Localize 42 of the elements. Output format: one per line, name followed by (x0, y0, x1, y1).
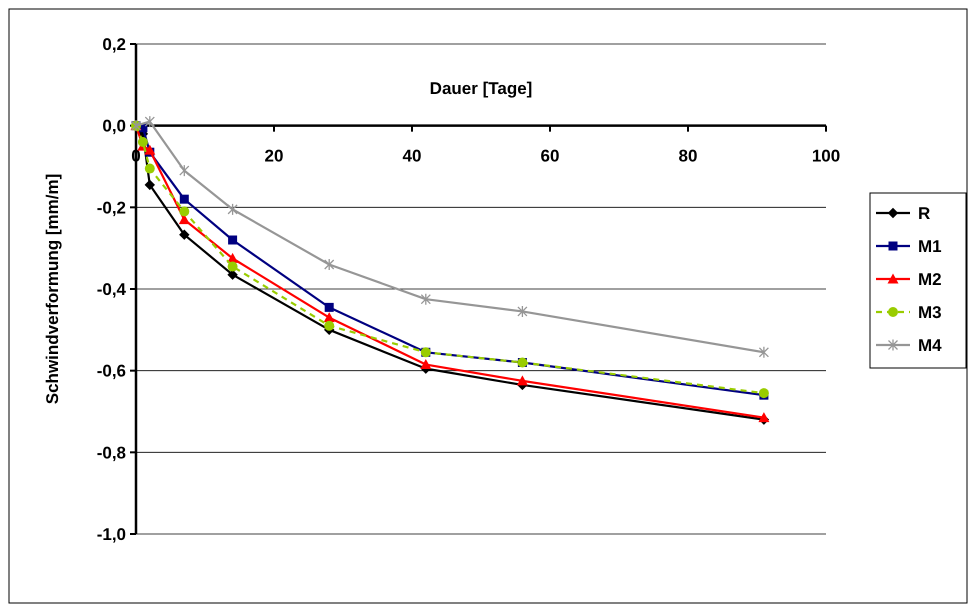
y-tick-label: 0,2 (102, 34, 126, 54)
x-axis-title: Dauer [Tage] (430, 79, 532, 98)
y-tick-label: 0,0 (102, 116, 126, 136)
point (144, 164, 155, 174)
point (228, 236, 238, 244)
y-tick-label: -0,8 (96, 443, 126, 462)
point (324, 320, 334, 331)
x-tick-label: 100 (812, 146, 840, 166)
y-tick-label: -0,4 (96, 280, 127, 299)
legend-label: M1 (918, 236, 942, 256)
legend-label: M4 (918, 336, 942, 355)
point (758, 388, 769, 398)
point (138, 137, 148, 147)
point (420, 359, 432, 370)
y-tick-label: -0,6 (96, 362, 126, 381)
point (144, 144, 156, 155)
point (324, 258, 334, 271)
point (758, 412, 770, 422)
point (144, 180, 155, 190)
point (324, 302, 334, 312)
point (228, 262, 238, 272)
legend-label: M2 (918, 270, 942, 289)
point (227, 203, 238, 216)
point (228, 270, 238, 280)
y-axis-title: Schwindverformung [mm/m] (43, 174, 62, 404)
point (179, 164, 190, 177)
y-tick-label: -1,0 (96, 524, 126, 544)
legend-label: M3 (918, 302, 942, 322)
legend-label: R (918, 204, 930, 223)
point (420, 293, 431, 306)
point (179, 206, 190, 216)
point (179, 230, 190, 240)
x-tick-label: 20 (264, 146, 284, 166)
x-tick-label: 60 (540, 146, 560, 166)
x-tick-label: 40 (402, 146, 422, 166)
point (758, 346, 770, 358)
point (180, 194, 189, 204)
point (517, 305, 528, 318)
point (516, 375, 528, 386)
point (144, 115, 155, 128)
x-tick-label: 80 (678, 146, 698, 166)
y-tick-label: -0,2 (96, 198, 126, 218)
